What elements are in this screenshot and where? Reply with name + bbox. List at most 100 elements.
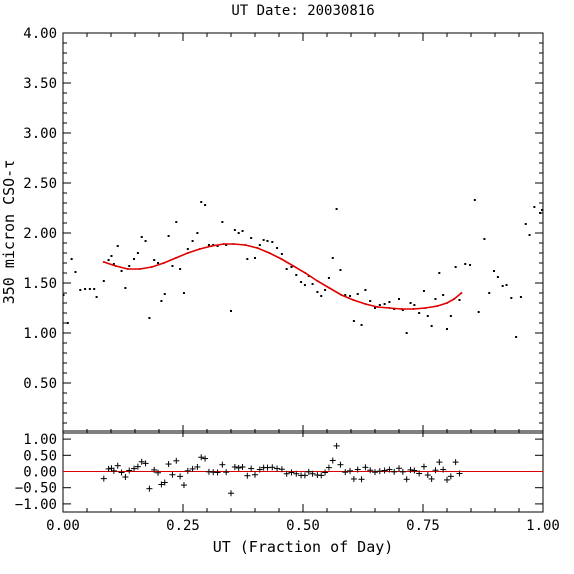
residual-point <box>436 459 443 466</box>
tau-point <box>327 277 330 279</box>
tau-point <box>112 263 115 265</box>
tau-point <box>153 259 156 261</box>
residual-point <box>142 460 149 467</box>
tau-point <box>454 266 457 268</box>
residual-point <box>105 465 112 472</box>
tau-points <box>62 199 544 338</box>
x-tick-label: 0.00 <box>46 518 80 534</box>
tau-point <box>438 272 441 274</box>
x-tick-label: 0.50 <box>286 518 320 534</box>
residual-point <box>305 468 312 475</box>
residual-point <box>350 475 357 482</box>
tau-point <box>316 291 319 293</box>
residual-points <box>100 442 463 497</box>
tau-point <box>221 221 224 223</box>
tau-point <box>262 239 265 241</box>
tau-point <box>107 259 110 261</box>
residual-point <box>248 465 255 472</box>
fit-point <box>222 243 225 245</box>
tau-point <box>477 311 480 313</box>
residual-point <box>214 469 221 476</box>
tau-point <box>95 296 98 298</box>
residual-y-tick-label: −0.50 <box>15 481 57 497</box>
tau-point <box>124 287 127 289</box>
x-tick-label: 0.75 <box>406 518 440 534</box>
y-tick-label: 0.50 <box>23 376 57 392</box>
x-axis-title: UT (Fraction of Day) <box>213 538 394 556</box>
residual-point <box>403 476 410 483</box>
residual-point <box>309 470 316 477</box>
tau-point <box>533 206 536 208</box>
residual-point <box>381 467 388 474</box>
tau-point <box>383 303 386 305</box>
residual-point <box>333 442 340 449</box>
residual-point <box>362 464 369 471</box>
residual-point <box>325 464 332 471</box>
residual-point <box>235 464 242 471</box>
tau-point <box>442 294 445 296</box>
tau-point <box>398 298 400 300</box>
fit-point <box>198 248 201 250</box>
tau-point <box>311 283 314 285</box>
residual-point <box>301 472 308 479</box>
tau-point <box>430 325 433 327</box>
y-tick-label: 1.50 <box>23 276 57 292</box>
x-tick-label: 0.25 <box>166 518 200 534</box>
residual-point <box>184 467 191 474</box>
tau-point <box>369 300 372 302</box>
y-tick-label: 3.00 <box>23 126 57 142</box>
residual-point <box>428 475 435 482</box>
tau-point <box>422 290 425 292</box>
y-tick-label: 1.00 <box>23 326 57 342</box>
tau-point <box>216 245 219 247</box>
tau-point <box>179 268 182 270</box>
residual-point <box>161 479 168 486</box>
residual-point <box>169 471 176 478</box>
residual-y-tick-label: 0.50 <box>23 448 57 464</box>
tau-point <box>133 258 136 260</box>
tau-point <box>186 248 189 250</box>
residual-point <box>155 469 162 476</box>
fit-point <box>460 292 463 294</box>
residual-point <box>407 466 414 473</box>
tau-point <box>88 288 91 290</box>
residual-point <box>110 467 117 474</box>
residual-point <box>180 482 187 489</box>
residual-y-tick-label: 1.00 <box>23 432 57 448</box>
fit-point <box>446 302 448 304</box>
tau-point <box>74 271 77 273</box>
tau-point <box>167 235 170 237</box>
fit-point <box>244 244 247 246</box>
residual-point <box>146 485 153 492</box>
residual-point <box>293 470 300 477</box>
tau-point <box>524 223 527 225</box>
residual-point <box>288 469 295 476</box>
tau-point <box>148 317 151 319</box>
tau-point <box>241 230 244 232</box>
tau-point <box>356 293 359 295</box>
residual-point <box>131 465 138 472</box>
tau-point <box>352 320 355 322</box>
residual-point <box>274 465 281 472</box>
fit-point <box>328 287 331 289</box>
residual-point <box>151 466 158 473</box>
residual-point <box>231 463 238 470</box>
residual-point <box>158 481 165 488</box>
tau-point <box>116 245 119 247</box>
residual-point <box>452 459 459 466</box>
fit-point <box>138 268 141 270</box>
tau-point <box>501 285 504 287</box>
tau-point <box>469 264 472 266</box>
fit-point <box>352 299 355 301</box>
residual-point <box>432 467 439 474</box>
fit-point <box>102 261 105 263</box>
tau-point <box>266 240 269 242</box>
tau-point <box>364 289 367 291</box>
fit-point <box>412 308 415 310</box>
residual-point <box>194 463 201 470</box>
tau-point <box>84 288 87 290</box>
tau-point <box>136 252 139 254</box>
tau-point <box>409 302 412 304</box>
